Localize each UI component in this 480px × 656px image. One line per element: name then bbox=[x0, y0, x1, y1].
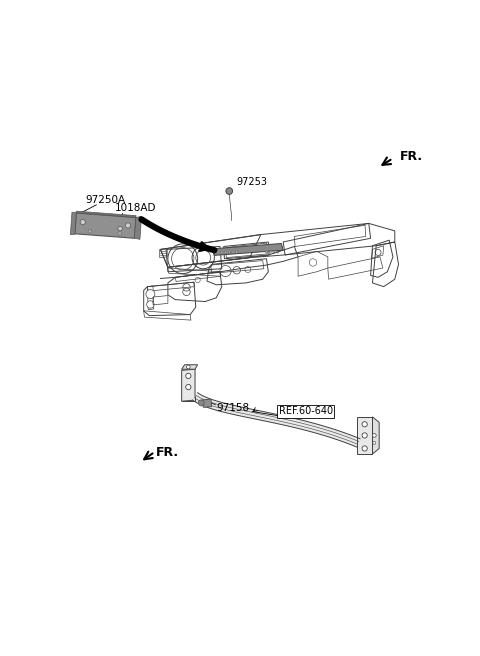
Circle shape bbox=[269, 251, 271, 253]
Text: FR.: FR. bbox=[400, 150, 423, 163]
Circle shape bbox=[146, 289, 155, 298]
Circle shape bbox=[232, 251, 234, 253]
Circle shape bbox=[362, 422, 367, 427]
Circle shape bbox=[372, 434, 376, 438]
Polygon shape bbox=[76, 211, 136, 218]
Circle shape bbox=[118, 226, 122, 231]
Circle shape bbox=[228, 251, 230, 253]
Circle shape bbox=[186, 384, 191, 390]
Circle shape bbox=[88, 230, 92, 233]
Polygon shape bbox=[181, 365, 198, 369]
Text: FR.: FR. bbox=[156, 447, 179, 459]
Circle shape bbox=[186, 365, 190, 369]
Polygon shape bbox=[202, 400, 212, 407]
Polygon shape bbox=[181, 369, 195, 401]
Circle shape bbox=[236, 251, 238, 253]
Circle shape bbox=[226, 188, 233, 194]
Polygon shape bbox=[215, 243, 283, 255]
Text: REF.60-640: REF.60-640 bbox=[279, 406, 333, 417]
Polygon shape bbox=[192, 393, 360, 447]
Polygon shape bbox=[75, 213, 136, 238]
Circle shape bbox=[373, 441, 376, 444]
Circle shape bbox=[265, 251, 267, 253]
Circle shape bbox=[362, 446, 367, 451]
Circle shape bbox=[273, 251, 275, 253]
Circle shape bbox=[186, 373, 191, 379]
Text: 97158: 97158 bbox=[216, 403, 250, 413]
Circle shape bbox=[198, 400, 204, 406]
Circle shape bbox=[221, 251, 223, 253]
Circle shape bbox=[225, 251, 227, 253]
Circle shape bbox=[276, 251, 279, 253]
Circle shape bbox=[362, 433, 367, 438]
Circle shape bbox=[147, 300, 154, 308]
Polygon shape bbox=[372, 417, 379, 454]
Circle shape bbox=[118, 232, 121, 236]
Polygon shape bbox=[71, 213, 76, 235]
Text: 97253: 97253 bbox=[237, 177, 268, 188]
Polygon shape bbox=[134, 216, 142, 239]
Text: 97250A: 97250A bbox=[85, 195, 125, 205]
Text: 1018AD: 1018AD bbox=[115, 203, 156, 213]
Circle shape bbox=[80, 220, 85, 224]
Polygon shape bbox=[357, 417, 372, 454]
Circle shape bbox=[125, 223, 131, 228]
Circle shape bbox=[217, 251, 219, 253]
